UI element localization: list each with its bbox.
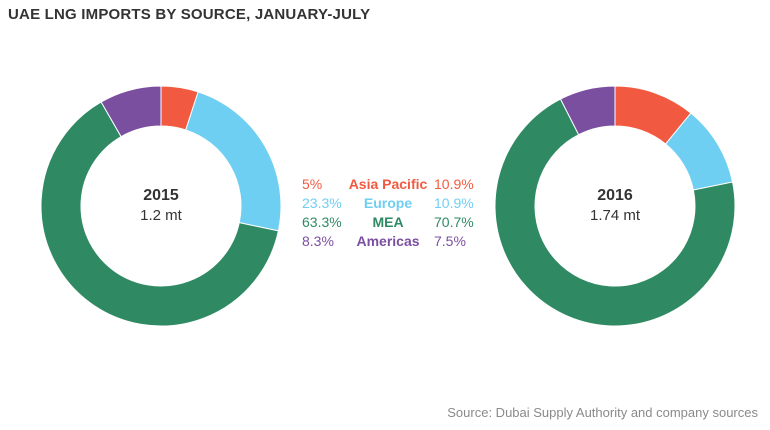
legend-label: Americas	[356, 233, 420, 249]
legend-value-2016: 10.9%	[434, 176, 474, 192]
legend-label: Asia Pacific	[348, 176, 428, 192]
legend-row-americas: 8.3% Americas 7.5%	[288, 233, 488, 252]
donut-slice-2015-americas	[100, 85, 162, 138]
legend-value-2015: 8.3%	[302, 233, 334, 249]
legend-value-2016: 7.5%	[434, 233, 466, 249]
chart-title: UAE LNG IMPORTS BY SOURCE, JANUARY-JULY	[8, 6, 371, 23]
donut-slice-2015-europe	[185, 91, 282, 232]
donut-chart-2015: 2015 1.2 mt	[39, 84, 283, 328]
donut-chart-2016: 2016 1.74 mt	[493, 84, 737, 328]
donut-slice-2016-americas	[559, 85, 616, 136]
source-note: Source: Dubai Supply Authority and compa…	[447, 405, 758, 420]
legend-value-2015: 5%	[302, 176, 323, 192]
legend-label: Europe	[363, 195, 413, 211]
donut-svg-2016	[494, 85, 736, 327]
donut-slice-2015-mea	[40, 101, 279, 327]
legend: 5% Asia Pacific 10.9% 23.3% Europe 10.9%…	[288, 176, 488, 252]
legend-label: MEA	[372, 214, 404, 230]
legend-value-2015: 63.3%	[302, 214, 342, 230]
donut-slice-2016-mea	[494, 98, 736, 327]
legend-value-2016: 70.7%	[434, 214, 474, 230]
legend-row-mea: 63.3% MEA 70.7%	[288, 214, 488, 233]
legend-row-europe: 23.3% Europe 10.9%	[288, 195, 488, 214]
legend-row-asia-pacific: 5% Asia Pacific 10.9%	[288, 176, 488, 195]
legend-value-2016: 10.9%	[434, 195, 474, 211]
legend-value-2015: 23.3%	[302, 195, 342, 211]
donut-svg-2015	[40, 85, 282, 327]
